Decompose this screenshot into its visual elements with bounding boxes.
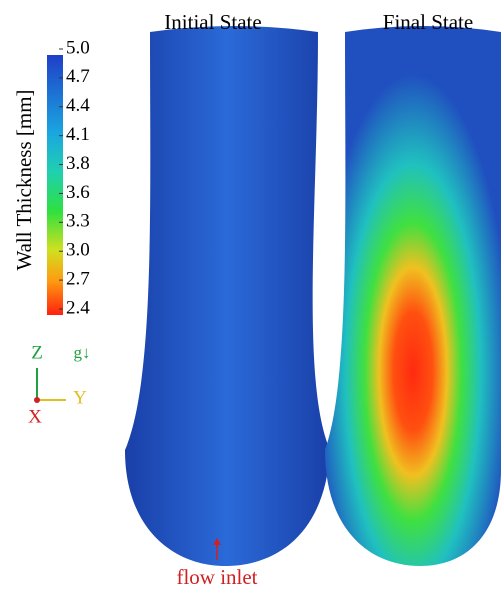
colorbar-label: Wall Thickness [mm] (12, 89, 36, 270)
colorbar-tick-label: 3.8 (66, 153, 90, 174)
colorbar-tick-label: 3.3 (66, 211, 90, 232)
panel-title: Final State (383, 10, 473, 34)
annotation: flow inlet (176, 565, 257, 589)
tube-initial (125, 26, 330, 566)
colorbar-tick-label: 4.7 (66, 66, 90, 87)
colorbar-tick-label: 3.0 (66, 240, 90, 261)
axis-y: Y (73, 387, 87, 408)
colorbar (47, 55, 63, 315)
colorbar-tick-label: 5.0 (66, 37, 90, 58)
tube-final (325, 26, 501, 566)
axis-z: Z (31, 342, 43, 363)
figure: Initial State Final State 5.0 4.7 4.4 4.1 3.… (0, 0, 501, 593)
colorbar-ticks: 5.0 4.7 4.4 4.1 3.8 3.6 3.3 3.0 2.7 2.4 (59, 37, 90, 318)
gravity: g↓ (74, 343, 91, 362)
colorbar-tick-label: 4.4 (66, 95, 90, 116)
colorbar-tick-label: 2.4 (66, 297, 90, 318)
colorbar-tick-label: 4.1 (66, 124, 90, 145)
panel-title: Initial State (164, 10, 261, 34)
colorbar-tick-label: 3.6 (66, 182, 90, 203)
colorbar-tick-label: 2.7 (66, 268, 90, 289)
axis-x: X (28, 406, 42, 427)
x-axis (34, 397, 40, 403)
